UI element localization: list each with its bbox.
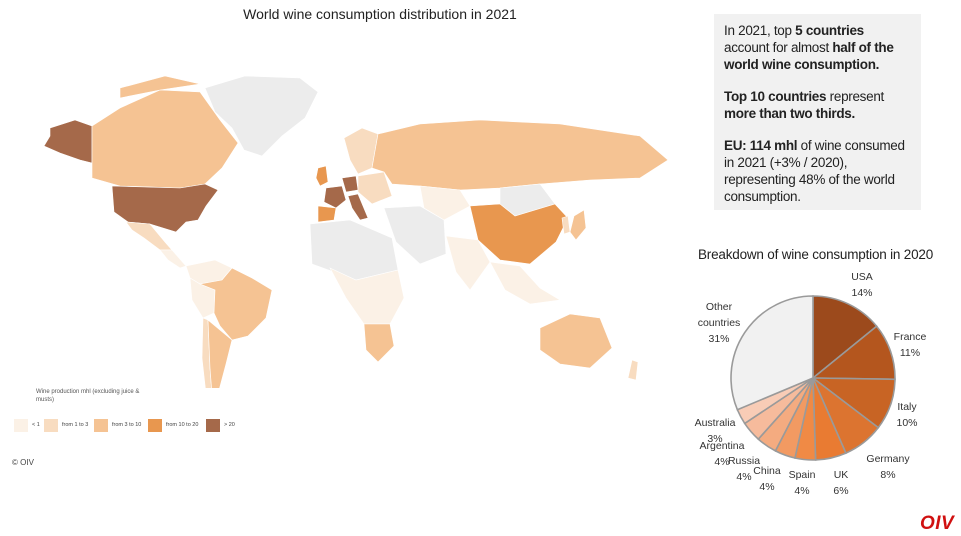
region-central-asia: [419, 185, 471, 221]
legend-title: Wine production mhl (excluding juice & m…: [36, 389, 140, 403]
country-argentina: [207, 319, 233, 388]
pie-label: Italy 10%: [896, 401, 917, 429]
country-canada: [91, 89, 239, 189]
pie-label: Russia 4%: [728, 455, 760, 483]
legend-swatch: [148, 418, 162, 432]
region-eastern-europe: [357, 171, 393, 205]
country-france: [323, 185, 347, 209]
legend-swatch: [94, 418, 108, 432]
region-arctic-islands: [119, 75, 201, 99]
pie-label: Argentina 4%: [700, 440, 745, 468]
pie-label: Australia 3%: [695, 417, 736, 445]
world-map: [43, 75, 669, 388]
country-brazil: [198, 267, 273, 341]
legend-label: from 3 to 10: [112, 422, 142, 428]
country-greenland: [204, 75, 319, 157]
region-central-africa: [329, 267, 405, 325]
map-title: World wine consumption distribution in 2…: [243, 6, 517, 22]
info-paragraph-3: EU: 114 mhl of wine consumed in 2021 (+3…: [724, 138, 905, 204]
pie-label: Germany 8%: [866, 453, 910, 481]
country-italy: [347, 193, 369, 221]
country-uk: [315, 165, 329, 187]
legend-label: from 1 to 3: [62, 422, 89, 428]
copyright: © OIV: [12, 458, 34, 467]
info-paragraph-2: Top 10 countries represent more than two…: [724, 89, 885, 121]
pie-label: China 4%: [753, 465, 781, 493]
legend-label: > 20: [224, 422, 235, 428]
oiv-logo: OIV: [920, 513, 955, 534]
pie-slice-other-countries: [730, 295, 814, 411]
legend-item: < 1: [14, 418, 40, 432]
pie-label: UK 6%: [833, 469, 848, 497]
country-new-zealand: [627, 359, 639, 381]
legend-swatch: [14, 418, 28, 432]
pie-label: France 11%: [894, 331, 927, 359]
region-middle-east: [383, 205, 447, 265]
country-usa: [111, 183, 219, 233]
country-australia: [539, 313, 613, 369]
country-spain: [317, 205, 337, 223]
country-japan: [569, 209, 587, 241]
legend-item: from 10 to 20: [148, 418, 198, 432]
legend-label: < 1: [32, 422, 40, 428]
info-paragraph-1: In 2021, top 5 countries account for alm…: [724, 23, 894, 72]
country-china: [469, 203, 569, 265]
country-russia: [371, 119, 669, 191]
country-korea: [561, 215, 571, 235]
pie-slice-usa: [812, 295, 878, 380]
region-southern-africa: [363, 323, 395, 363]
pie-label: USA 14%: [851, 271, 873, 299]
pie-label: Spain 4%: [789, 469, 816, 497]
region-southeast-asia: [489, 261, 561, 305]
pie-label: Other countries 31%: [698, 301, 741, 345]
legend-item: > 20: [206, 418, 235, 432]
legend-label: from 10 to 20: [166, 422, 199, 428]
country-india: [445, 235, 491, 291]
country-alaska: [43, 119, 93, 164]
region-central-america: [159, 249, 187, 269]
pie-chart-title: Breakdown of wine consumption in 2020: [698, 247, 934, 262]
legend-item: from 3 to 10: [94, 418, 141, 432]
legend-item: from 1 to 3: [44, 418, 88, 432]
info-box: In 2021, top 5 countries account for alm…: [714, 14, 921, 210]
legend-swatch: [44, 418, 58, 432]
legend-swatch: [206, 418, 220, 432]
